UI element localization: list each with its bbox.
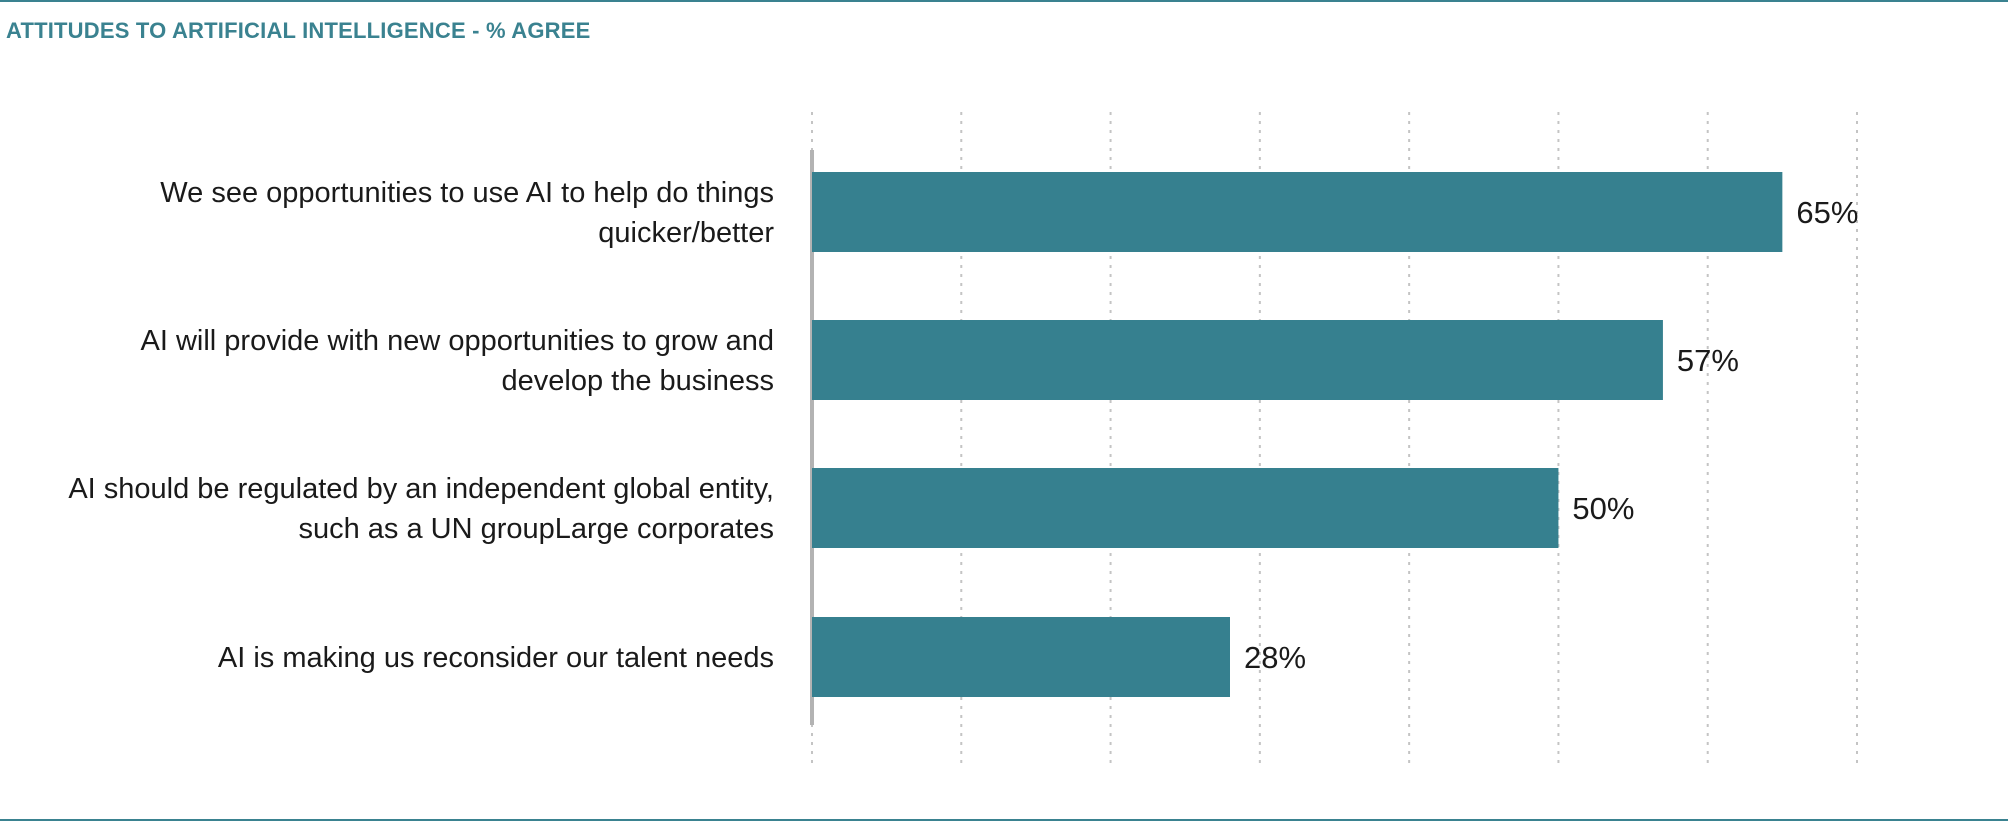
chart-title: ATTITUDES TO ARTIFICIAL INTELLIGENCE - %… — [6, 18, 591, 43]
category-label: AI will provide with new opportunities t… — [141, 325, 775, 357]
data-label: 28% — [1244, 640, 1306, 675]
bottom-rule — [0, 819, 2008, 821]
category-label: AI is making us reconsider our talent ne… — [218, 642, 774, 674]
bar — [812, 320, 1663, 400]
bar — [812, 172, 1783, 252]
category-label: such as a UN groupLarge corporates — [298, 513, 774, 545]
data-label: 50% — [1572, 491, 1634, 526]
category-label: AI should be regulated by an independent… — [68, 473, 774, 505]
category-label: quicker/better — [598, 217, 774, 249]
category-label: develop the business — [502, 365, 774, 397]
top-rule — [0, 0, 2008, 2]
data-label: 65% — [1796, 195, 1858, 230]
bar — [812, 468, 1559, 548]
bar — [812, 617, 1230, 697]
data-label: 57% — [1677, 343, 1739, 378]
category-label: We see opportunities to use AI to help d… — [160, 177, 774, 209]
